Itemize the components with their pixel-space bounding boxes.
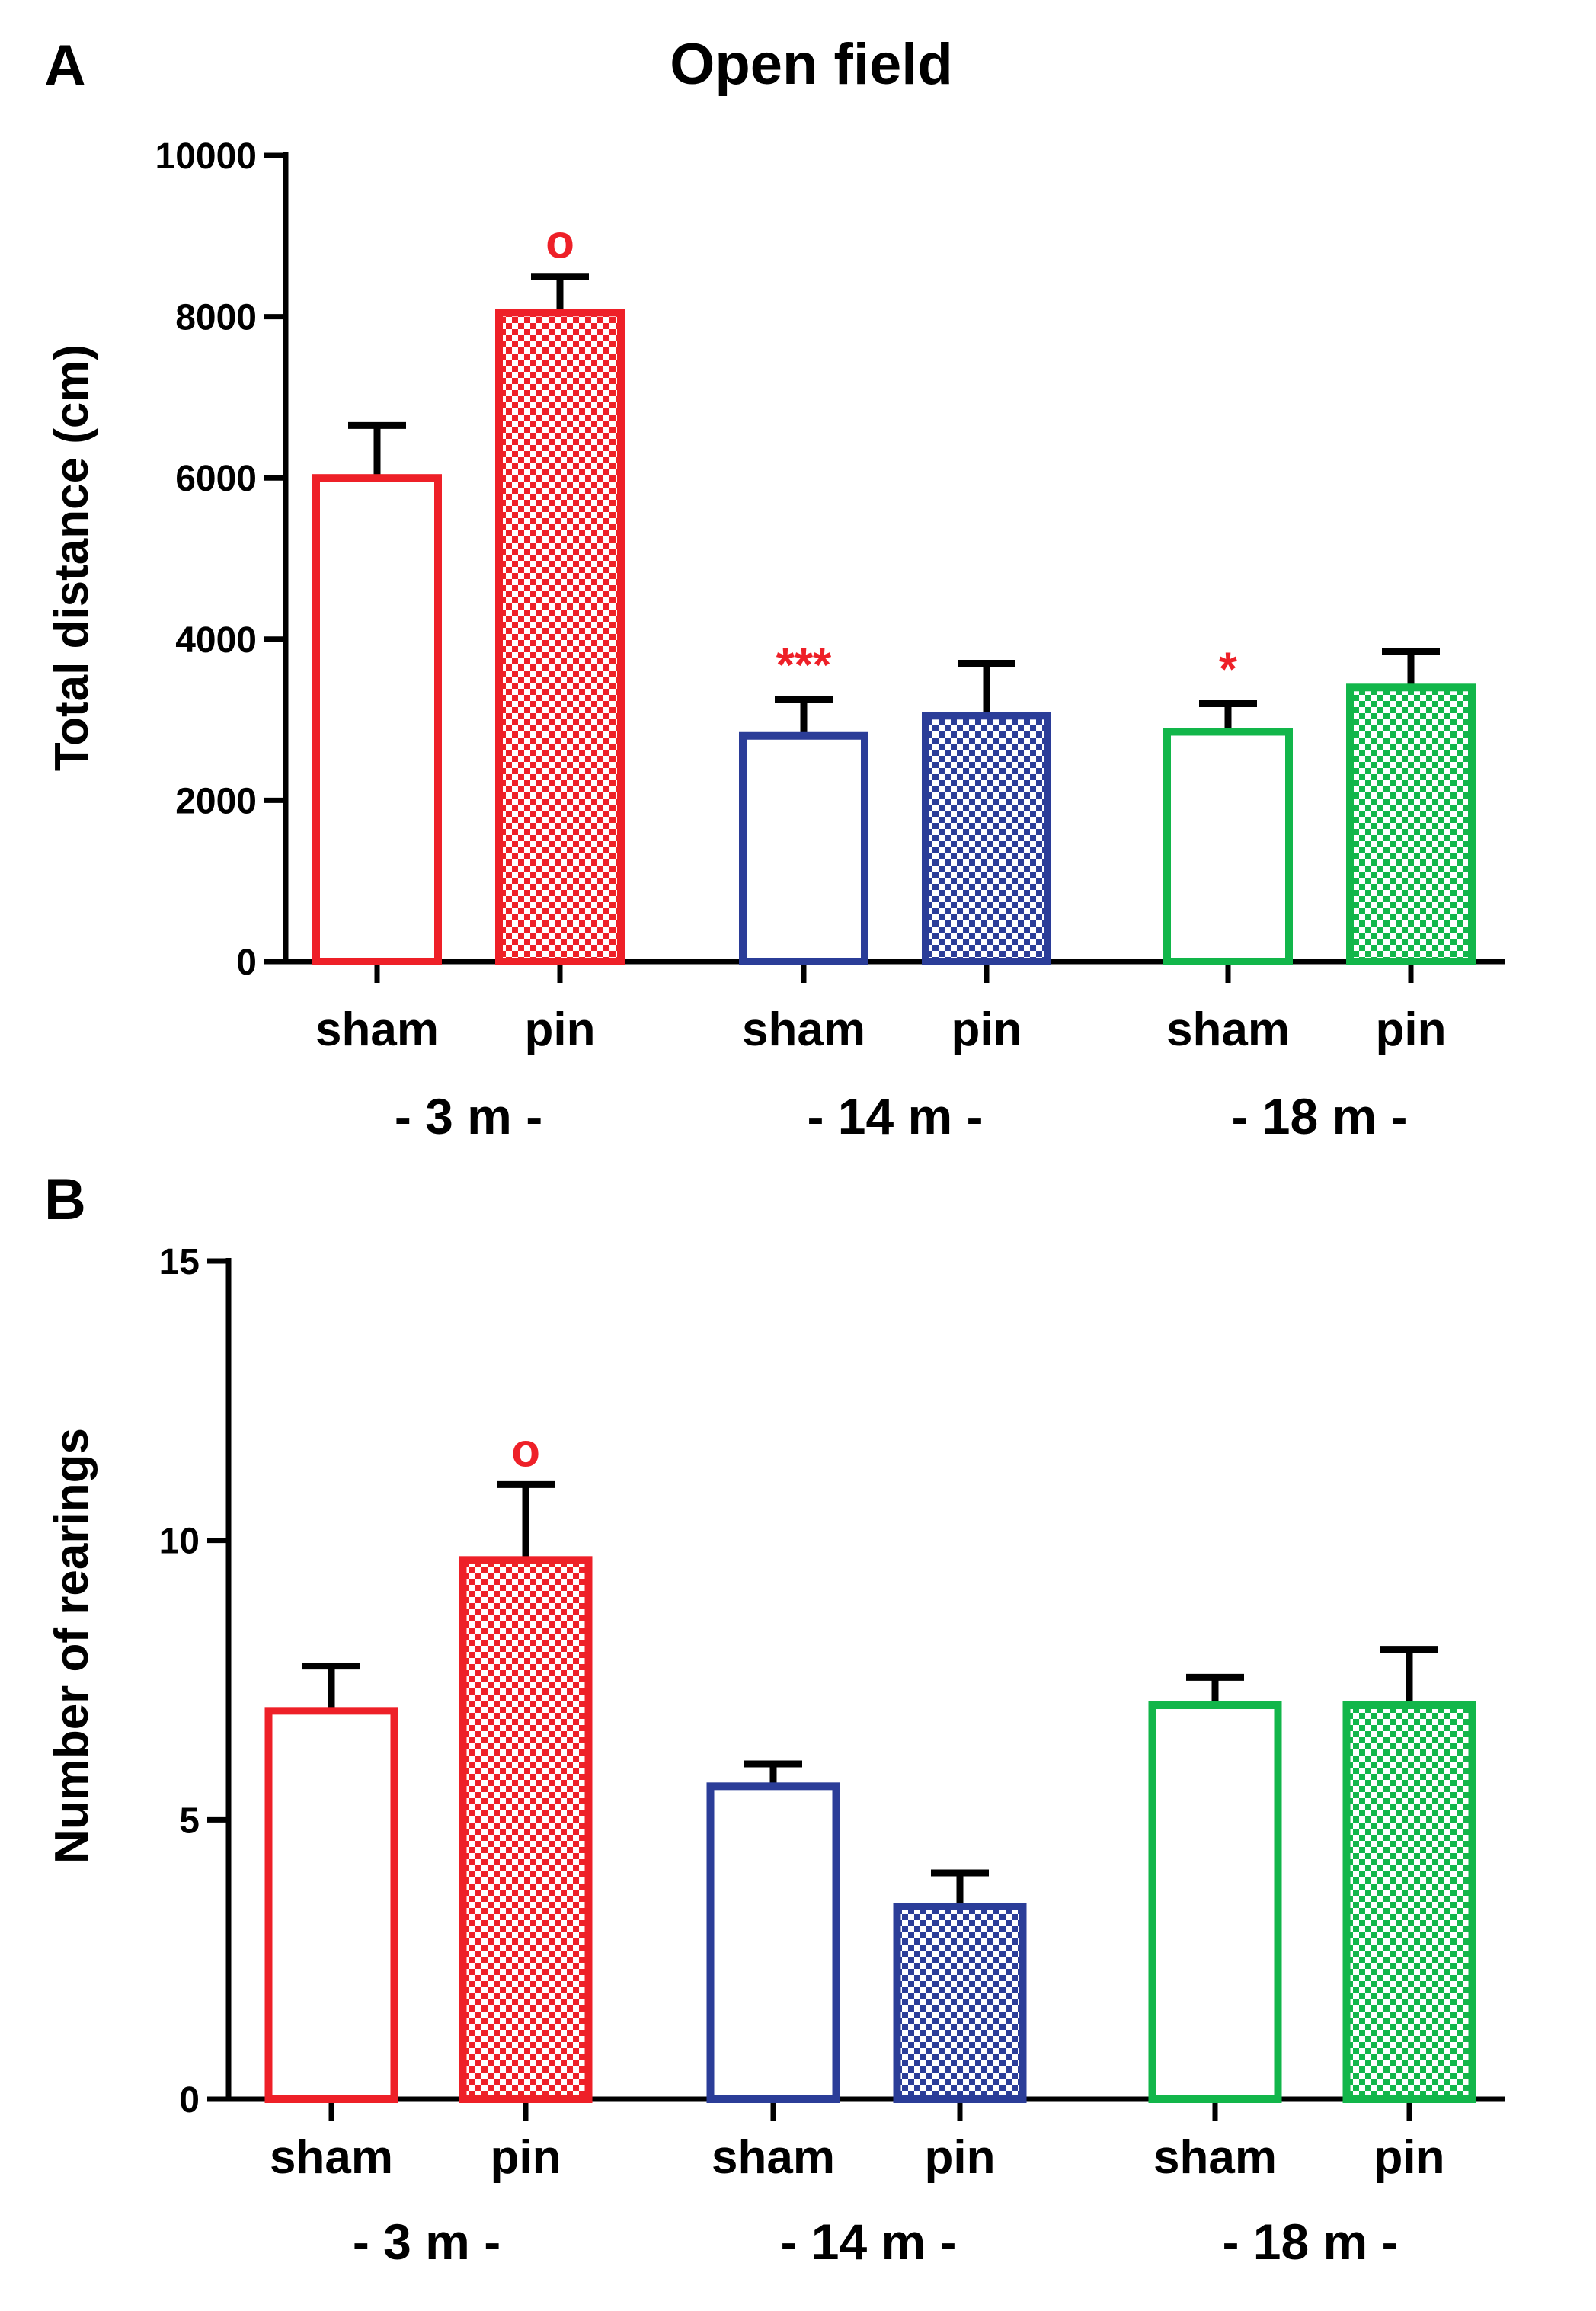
significance-annotation: *** (776, 639, 832, 692)
bar-14m-sham (706, 1782, 840, 2103)
x-group-label: - 18 m - (1231, 1088, 1407, 1144)
bar-3m-sham (312, 474, 442, 965)
x-group-label: - 3 m - (395, 1088, 542, 1144)
y-tick-label: 0 (236, 943, 257, 983)
x-category-label: pin (1374, 2131, 1445, 2184)
x-category-label: pin (1376, 1003, 1447, 1056)
y-tick-label: 2000 (175, 781, 257, 821)
panel-a: A 0 2000 4000 6000 8000 10000 sham pin sham pin sh… (44, 34, 1505, 1144)
x-category-label: pin (952, 1003, 1022, 1056)
panel-a-axes: 0 2000 4000 6000 8000 10000 sham pin sham pin sham… (155, 136, 1505, 1144)
x-category-label: sham (315, 1003, 439, 1056)
x-category-label: sham (1166, 1003, 1290, 1056)
x-category-label: pin (525, 1003, 596, 1056)
x-group-label: - 3 m - (353, 2213, 501, 2270)
y-tick-label: 0 (179, 2080, 200, 2121)
y-tick-label: 15 (159, 1242, 200, 1282)
x-category-label: sham (1153, 2131, 1277, 2184)
panel-a-y-axis-label: Total distance (cm) (46, 344, 98, 771)
bar-3m-pin (459, 1556, 593, 2104)
bar-3m-sham (264, 1707, 398, 2103)
panel-a-bars: o*** * (312, 216, 1476, 966)
significance-annotation: o (511, 1424, 540, 1477)
bar-3m-pin (495, 309, 625, 965)
y-tick-label: 5 (179, 1800, 200, 1841)
x-category-label: pin (491, 2131, 561, 2184)
bar-14m-sham (739, 731, 868, 965)
x-group-label: - 14 m - (780, 2213, 956, 2270)
bar-18m-pin (1346, 683, 1476, 966)
x-category-label: sham (742, 1003, 865, 1056)
y-tick-label: 8000 (175, 298, 257, 338)
x-group-label: - 18 m - (1222, 2213, 1398, 2270)
significance-annotation: o (545, 216, 574, 269)
panel-a-label: A (44, 34, 86, 98)
y-tick-label: 6000 (175, 459, 257, 499)
x-group-label: - 14 m - (807, 1088, 983, 1144)
y-tick-label: 10 (159, 1522, 200, 1562)
bar-14m-pin (922, 712, 1051, 965)
bar-18m-sham (1148, 1701, 1282, 2103)
panel-b-bars: o (264, 1424, 1476, 2104)
figure-title: Open field (670, 32, 953, 97)
panel-b: B 0 5 10 15 sham pin sham pin sham pin - 3 m - - 14… (44, 1167, 1505, 2270)
bar-14m-pin (893, 1903, 1027, 2103)
panel-b-axes: 0 5 10 15 sham pin sham pin sham pin - 3 m - - 14 m… (159, 1242, 1505, 2270)
y-tick-label: 4000 (175, 620, 257, 661)
y-tick-label: 10000 (155, 136, 257, 177)
panel-b-y-axis-label: Number of rearings (46, 1428, 98, 1864)
bar-18m-pin (1342, 1701, 1476, 2103)
significance-annotation: * (1219, 643, 1238, 696)
x-category-label: pin (925, 2131, 996, 2184)
panel-b-label: B (44, 1167, 86, 1232)
bar-18m-sham (1163, 728, 1293, 965)
x-category-label: sham (270, 2131, 393, 2184)
x-category-label: sham (712, 2131, 835, 2184)
